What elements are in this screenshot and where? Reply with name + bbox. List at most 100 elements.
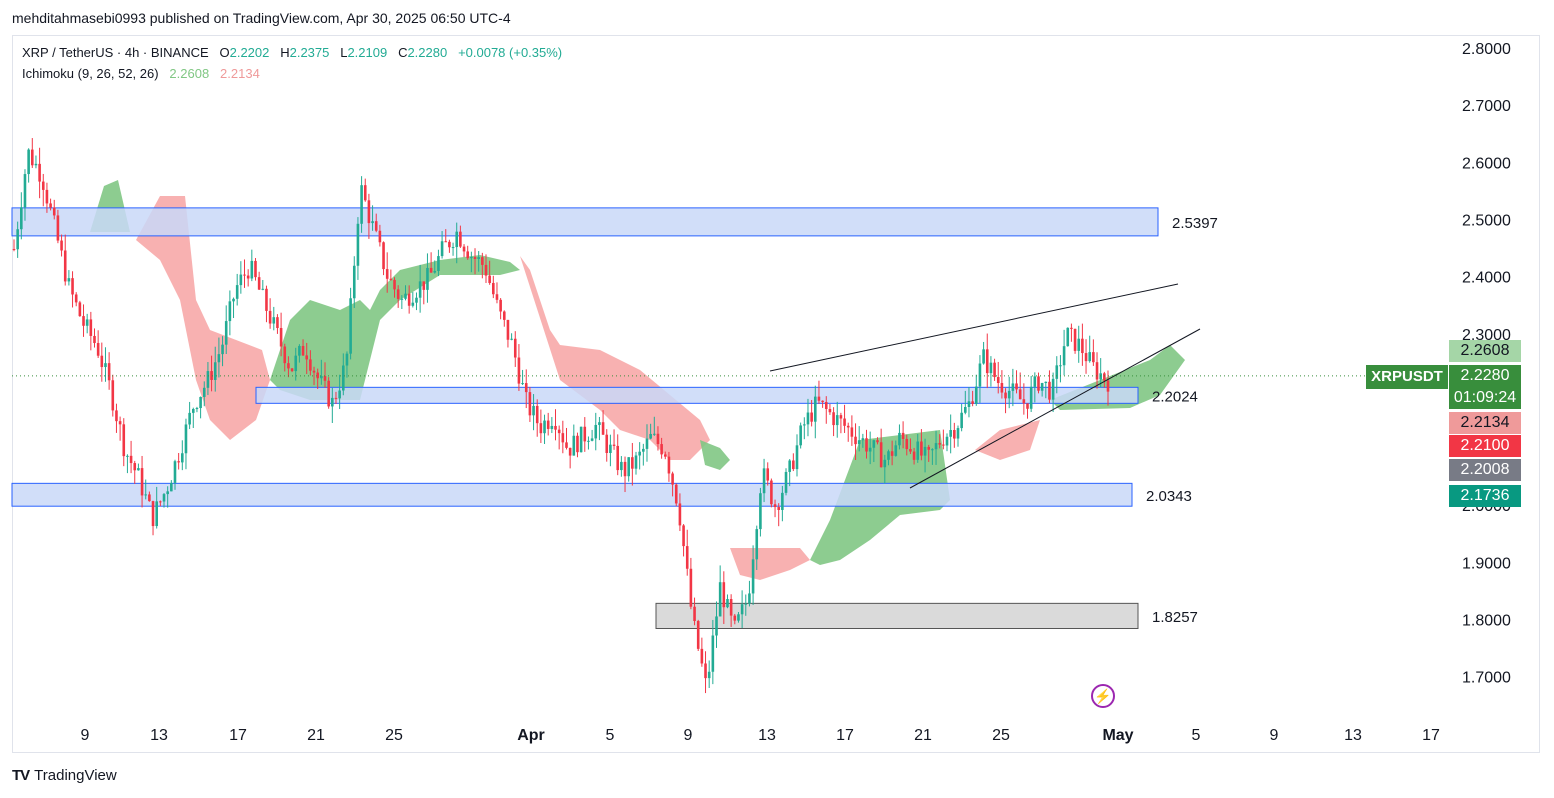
candle-body (254, 260, 257, 278)
candle-body (206, 371, 210, 388)
candle-body (682, 525, 685, 547)
candle-body (894, 445, 898, 456)
candle-body (338, 390, 341, 399)
candle-body (444, 241, 448, 243)
candle-body (268, 310, 272, 324)
candle-body (298, 345, 301, 356)
candle-body (455, 231, 459, 248)
candle-body (916, 441, 920, 460)
candle-body (1099, 373, 1102, 380)
candle-body (78, 302, 82, 317)
candle-body (34, 163, 38, 166)
candle-body (868, 447, 872, 452)
y-tick-label: 2.6000 (1462, 155, 1511, 172)
x-tick-label: 5 (606, 727, 615, 744)
high-label: H (280, 45, 290, 60)
candle-body (287, 363, 290, 369)
candle-body (82, 316, 85, 326)
candle-body (257, 277, 261, 290)
candle-body (806, 412, 810, 425)
x-tick-label: 13 (150, 727, 168, 744)
candle-body (404, 293, 407, 299)
candle-body (60, 240, 63, 251)
candle-body (788, 460, 791, 472)
candle-body (199, 396, 202, 409)
candle-body (605, 434, 609, 453)
candle-body (773, 504, 777, 508)
candle-body (1040, 383, 1044, 391)
candle-body (748, 593, 751, 604)
candle-body (184, 424, 188, 454)
candle-body (341, 365, 345, 391)
candle-body (294, 355, 298, 372)
candle-body (162, 494, 166, 502)
candle-body (978, 363, 982, 387)
candle-body (63, 250, 67, 282)
candle-body (718, 582, 722, 617)
candle-body (451, 247, 455, 249)
candle-body (429, 267, 433, 273)
candle-body (67, 278, 71, 282)
change-value: +0.0078 (+0.35%) (458, 45, 563, 60)
candle-body (195, 408, 199, 410)
candle-body (1051, 378, 1055, 400)
candle-body (371, 221, 374, 224)
candle-body (513, 338, 517, 358)
candle-body (872, 440, 876, 448)
candle-body (960, 412, 963, 429)
candle-body (850, 427, 854, 437)
x-tick-label: Apr (517, 727, 545, 744)
price-tag-4: 2.2100 (1449, 435, 1521, 457)
trendline-lower (909, 328, 1201, 489)
candle-body (832, 412, 835, 426)
candle-body (528, 392, 532, 416)
candle-body (583, 426, 587, 442)
brand-logo[interactable]: TV TradingView (12, 767, 117, 784)
candle-body (645, 438, 649, 449)
candle-body (20, 207, 23, 230)
candle-body (415, 297, 418, 303)
candle-body (781, 492, 784, 510)
zone-label-0: 2.5397 (1172, 215, 1218, 232)
candle-body (210, 371, 213, 380)
candle-body (437, 256, 440, 271)
candle-body (949, 430, 952, 437)
candle-body (971, 401, 974, 404)
x-tick-label: 21 (307, 727, 325, 744)
candle-body (890, 451, 894, 456)
candle-body (224, 321, 228, 345)
candle-body (777, 507, 781, 510)
candle-body (360, 185, 363, 224)
lightning-icon[interactable]: ⚡ (1091, 684, 1115, 708)
candle-body (246, 275, 250, 279)
candle-body (989, 362, 993, 374)
x-tick-label: 9 (684, 727, 693, 744)
candle-body (462, 246, 466, 252)
candle-body (378, 230, 382, 243)
candle-body (865, 438, 868, 452)
candle-body (1004, 392, 1007, 399)
candle-body (345, 353, 349, 366)
candle-body (817, 396, 821, 401)
candle-body (846, 425, 850, 428)
candle-body (1106, 380, 1110, 392)
x-tick-label: 9 (81, 727, 90, 744)
candle-body (1015, 383, 1018, 390)
y-tick-label: 2.4000 (1462, 270, 1511, 287)
candle-body (41, 181, 45, 190)
candle-body (784, 471, 788, 493)
candles-group (12, 138, 1110, 694)
candle-body (587, 440, 590, 442)
candle-body (967, 401, 971, 408)
candle-body (45, 189, 49, 204)
ichimoku-cloud-3 (520, 256, 710, 460)
zone-2.2024 (255, 386, 1139, 404)
price-tag-6: 2.1736 (1449, 485, 1521, 507)
candle-body (576, 435, 579, 453)
candle-body (276, 317, 279, 329)
candle-body (678, 503, 682, 526)
price-tag-5: 2.2008 (1449, 459, 1521, 481)
candle-body (696, 620, 700, 649)
candle-body (642, 448, 645, 452)
